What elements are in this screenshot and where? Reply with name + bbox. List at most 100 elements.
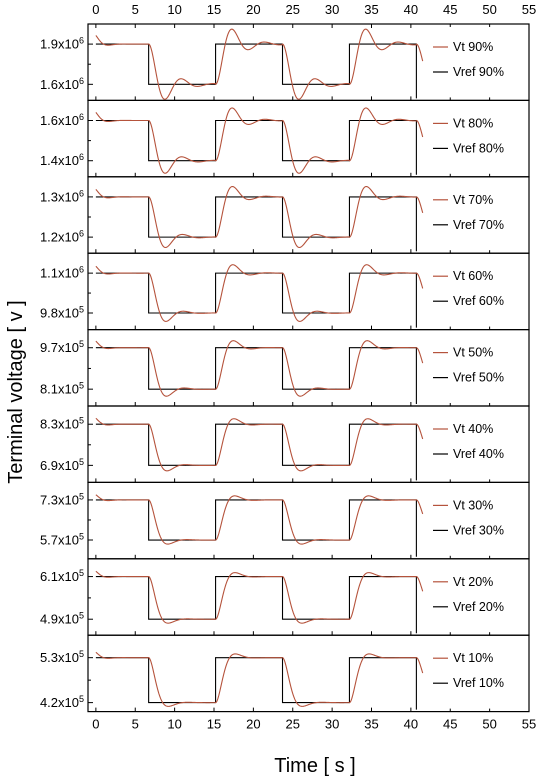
y-tick-label: 1.2x106 bbox=[40, 229, 84, 245]
x-tick-label-top: 45 bbox=[443, 2, 457, 17]
y-tick-label: 5.7x105 bbox=[40, 532, 84, 548]
legend-vt-label: Vt 10% bbox=[453, 651, 493, 665]
vt-line bbox=[95, 28, 424, 100]
y-tick-label: 7.3x105 bbox=[40, 491, 84, 507]
y-tick-label: 6.9x105 bbox=[40, 457, 84, 473]
legend: Vt 70% Vref 70% bbox=[430, 179, 526, 251]
y-tick-label: 1.6x106 bbox=[40, 112, 84, 128]
x-tick-label-top: 50 bbox=[482, 2, 496, 17]
x-tick-label-top: 55 bbox=[522, 2, 536, 17]
panel-frame bbox=[87, 634, 530, 713]
y-tick-label: 1.4x106 bbox=[40, 152, 84, 168]
vt-line bbox=[95, 185, 424, 249]
vref-line bbox=[95, 196, 417, 252]
y-tick-label: 1.9x106 bbox=[40, 36, 84, 52]
panel-7: 7.3x105 5.7x105 Vt 30% Vref 30% bbox=[40, 481, 530, 560]
legend-background bbox=[430, 561, 526, 633]
legend-vt-label: Vt 80% bbox=[453, 116, 493, 130]
vt-line bbox=[95, 107, 424, 174]
x-tick-label-top: 30 bbox=[325, 2, 339, 17]
legend-vref-label: Vref 10% bbox=[453, 676, 504, 690]
vref-line bbox=[95, 576, 417, 634]
legend-vref-label: Vref 70% bbox=[453, 218, 504, 232]
y-tick-label: 1.1x106 bbox=[40, 265, 84, 281]
y-tick-label: 9.7x105 bbox=[40, 339, 84, 355]
legend-background bbox=[430, 179, 526, 251]
x-tick-label-top: 20 bbox=[246, 2, 260, 17]
legend: Vt 20% Vref 20% bbox=[430, 561, 526, 633]
legend-vref-label: Vref 40% bbox=[453, 447, 504, 461]
x-tick-label-top: 5 bbox=[132, 2, 139, 17]
vref-line bbox=[95, 43, 417, 99]
legend-background bbox=[430, 256, 526, 327]
legend: Vt 80% Vref 80% bbox=[430, 103, 526, 174]
x-tick-label-bottom: 50 bbox=[482, 717, 496, 732]
panel-8: 6.1x105 4.9x105 Vt 20% Vref 20% bbox=[40, 558, 530, 636]
panel-1: 1.9x106 1.6x106 Vt 90% Vref 90% bbox=[40, 23, 530, 102]
vref-line bbox=[95, 423, 417, 481]
top-x-axis: 0 5 10 15 20 25 30 35 40 45 50 55 bbox=[92, 2, 536, 17]
legend: Vt 30% Vref 30% bbox=[430, 485, 526, 556]
vref-line bbox=[95, 272, 417, 328]
legend-background bbox=[430, 332, 526, 403]
legend-background bbox=[430, 409, 526, 480]
y-tick-label: 4.2x105 bbox=[40, 694, 84, 710]
legend: Vt 40% Vref 40% bbox=[430, 409, 526, 480]
x-tick-label-bottom: 35 bbox=[364, 717, 378, 732]
y-tick-label: 6.1x105 bbox=[40, 568, 84, 584]
vref-line bbox=[95, 499, 417, 557]
panel-2: 1.6x106 1.4x106 Vt 80% Vref 80% bbox=[40, 99, 530, 178]
vt-line bbox=[95, 340, 424, 397]
panel-5: 9.7x105 8.1x105 Vt 50% Vref 50% bbox=[40, 329, 530, 407]
legend: Vt 90% Vref 90% bbox=[430, 27, 526, 98]
x-tick-label-bottom: 55 bbox=[522, 717, 536, 732]
y-tick-label: 8.3x105 bbox=[40, 416, 84, 432]
panel-4: 1.1x106 9.8x105 Vt 60% Vref 60% bbox=[40, 252, 530, 331]
x-tick-label-top: 25 bbox=[286, 2, 300, 17]
legend-vt-label: Vt 60% bbox=[453, 269, 493, 283]
y-tick-label: 5.3x105 bbox=[40, 649, 84, 665]
vt-line bbox=[95, 570, 424, 624]
legend: Vt 10% Vref 10% bbox=[430, 638, 526, 709]
x-tick-label-bottom: 15 bbox=[207, 717, 221, 732]
legend-vref-label: Vref 20% bbox=[453, 600, 504, 614]
panel-6: 8.3x105 6.9x105 Vt 40% Vref 40% bbox=[40, 405, 530, 484]
legend-vref-label: Vref 80% bbox=[453, 141, 504, 155]
x-tick-label-bottom: 5 bbox=[132, 717, 139, 732]
x-tick-label-bottom: 20 bbox=[246, 717, 260, 732]
legend: Vt 50% Vref 50% bbox=[430, 332, 526, 403]
x-tick-label-bottom: 30 bbox=[325, 717, 339, 732]
legend-background bbox=[430, 638, 526, 709]
vt-line bbox=[95, 651, 424, 707]
vt-line bbox=[95, 417, 424, 472]
x-tick-label-top: 35 bbox=[364, 2, 378, 17]
legend-vref-label: Vref 60% bbox=[453, 294, 504, 308]
vt-line bbox=[95, 264, 424, 322]
x-tick-label-top: 10 bbox=[167, 2, 181, 17]
legend-vt-label: Vt 40% bbox=[453, 422, 493, 436]
legend-vt-label: Vt 30% bbox=[453, 498, 493, 512]
x-tick-label-bottom: 10 bbox=[167, 717, 181, 732]
y-tick-label: 8.1x105 bbox=[40, 381, 84, 397]
y-tick-label: 1.3x106 bbox=[40, 188, 84, 204]
legend-vt-label: Vt 90% bbox=[453, 40, 493, 54]
panel-3: 1.3x106 1.2x106 Vt 70% Vref 70% bbox=[40, 176, 530, 254]
x-tick-label-top: 15 bbox=[207, 2, 221, 17]
x-tick-label-bottom: 40 bbox=[404, 717, 418, 732]
legend-background bbox=[430, 103, 526, 174]
y-axis-title: Terminal voltage [ v ] bbox=[5, 300, 27, 483]
x-axis-title: Time [ s ] bbox=[274, 755, 355, 777]
x-tick-label-bottom: 0 bbox=[92, 717, 99, 732]
legend-vt-label: Vt 50% bbox=[453, 346, 493, 360]
vref-line bbox=[95, 347, 417, 404]
legend-vt-label: Vt 70% bbox=[453, 193, 493, 207]
vref-line bbox=[95, 119, 417, 175]
y-tick-label: 4.9x105 bbox=[40, 611, 84, 627]
vref-line bbox=[95, 657, 417, 710]
legend-vref-label: Vref 30% bbox=[453, 523, 504, 537]
legend-vref-label: Vref 90% bbox=[453, 65, 504, 79]
y-tick-label: 9.8x105 bbox=[40, 304, 84, 320]
x-tick-label-top: 40 bbox=[404, 2, 418, 17]
y-tick-label: 1.6x106 bbox=[40, 76, 84, 92]
